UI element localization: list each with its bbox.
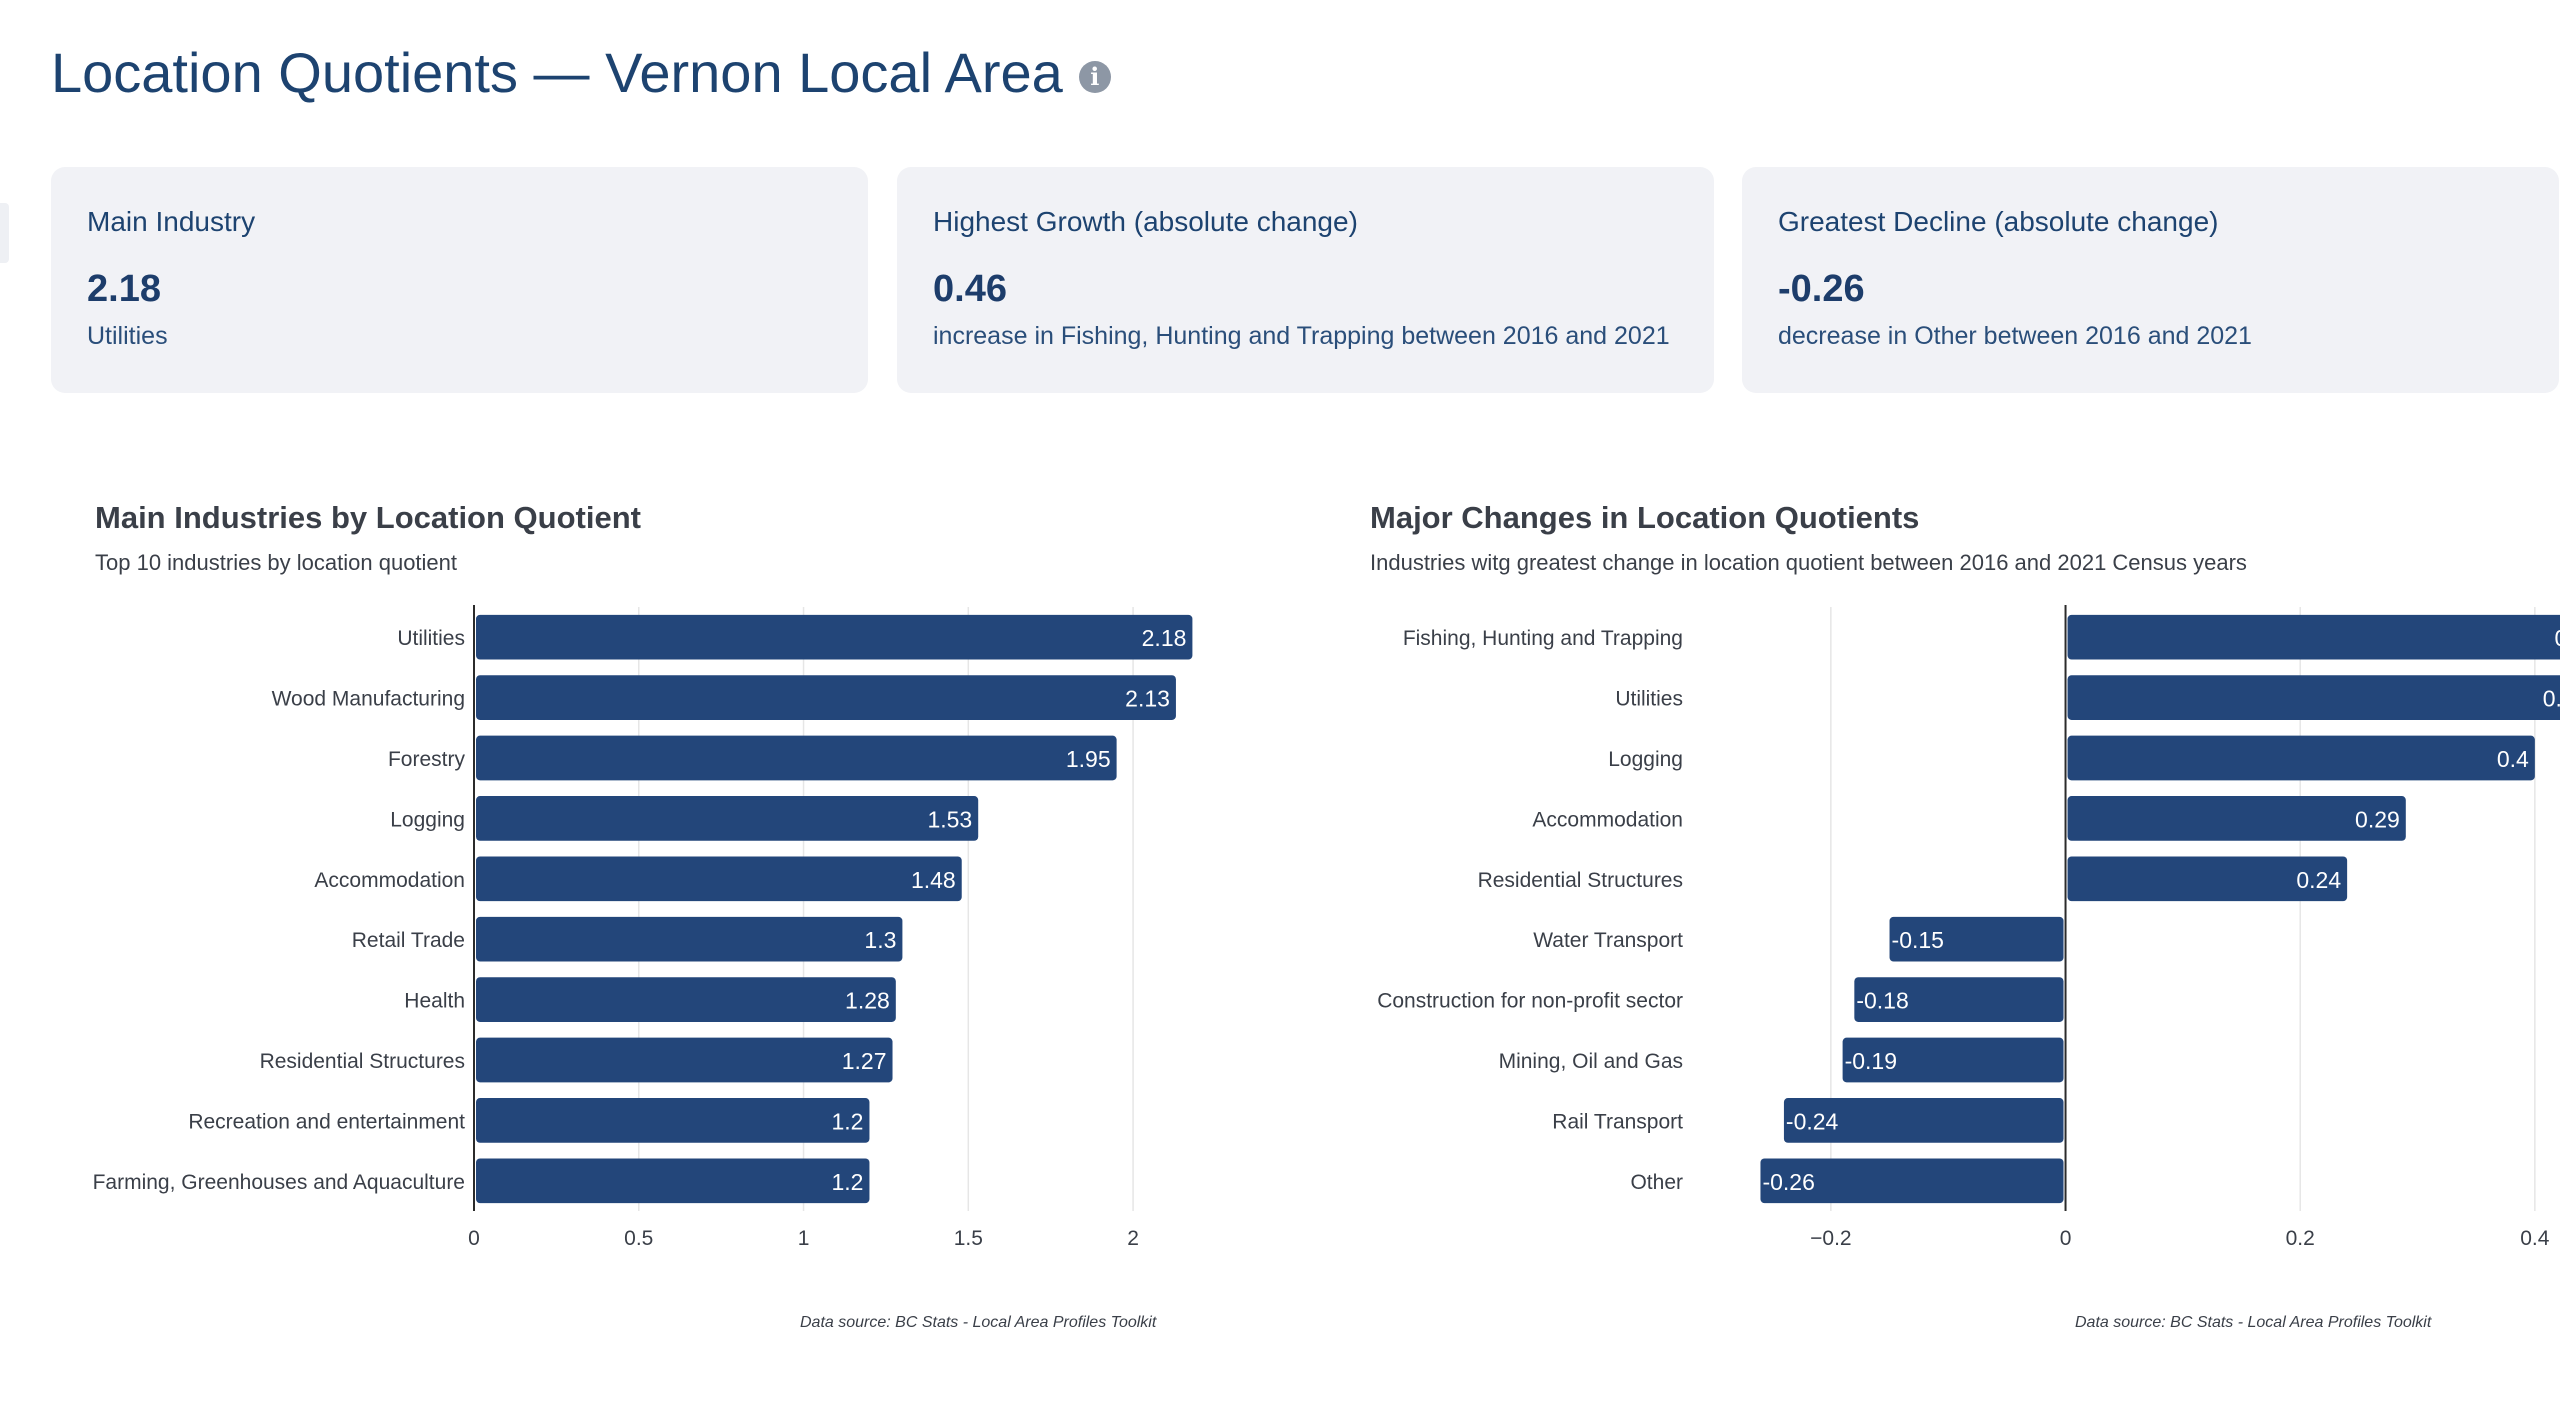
chart-subtitle: Industries witg greatest change in locat… <box>1370 550 2247 575</box>
data-label: 1.28 <box>845 988 890 1014</box>
bar <box>2067 614 2560 660</box>
data-label: 1.2 <box>831 1108 863 1134</box>
data-label: 2.13 <box>1125 686 1170 712</box>
bar <box>2067 796 2406 841</box>
data-label: -0.15 <box>1892 927 1944 953</box>
card-desc: Utilities <box>87 321 168 350</box>
card-main-industry: Main Industry 2.18 Utilities <box>51 167 868 393</box>
x-tick-label: −0.2 <box>1810 1227 1851 1250</box>
bar <box>476 1158 870 1204</box>
card-desc: increase in Fishing, Hunting and Trappin… <box>933 321 1670 350</box>
category-label: Utilities <box>397 627 465 650</box>
data-label: -0.26 <box>1762 1169 1814 1195</box>
category-label: Accommodation <box>1532 808 1683 831</box>
card-label: Main Industry <box>87 205 256 237</box>
x-tick-label: 0 <box>2060 1227 2072 1250</box>
category-label: Farming, Greenhouses and Aquaculture <box>93 1171 465 1194</box>
category-label: Other <box>1630 1171 1683 1194</box>
data-label: 1.27 <box>842 1048 887 1074</box>
data-source-note: Data source: BC Stats - Local Area Profi… <box>800 1314 1157 1331</box>
data-label: -0.24 <box>1786 1108 1839 1134</box>
bar <box>476 1037 893 1083</box>
data-label: 1.48 <box>911 867 956 893</box>
data-label: 0.29 <box>2355 806 2400 832</box>
bar <box>476 977 896 1022</box>
data-label: 0.46 <box>2555 625 2560 651</box>
chart-major-changes: −0.2 0 0.2 0.4 Fishing, Hunting and Trapping… <box>1377 605 2560 1250</box>
bar <box>1889 916 2064 962</box>
data-source-note: Data source: BC Stats - Local Area Profi… <box>2075 1314 2432 1331</box>
card-label: Greatest Decline (absolute change) <box>1778 205 2219 237</box>
page-title-text: Location Quotients — Vernon Local Area <box>51 41 1063 104</box>
x-tick-label: 1 <box>798 1227 810 1250</box>
data-label: 1.3 <box>864 927 896 953</box>
data-label: 1.2 <box>831 1169 863 1195</box>
x-tick-label: 2 <box>1127 1227 1139 1250</box>
bar <box>476 675 1176 720</box>
bar <box>1783 1098 2064 1143</box>
card-value: 0.46 <box>933 267 1007 310</box>
sidebar-toggle-tab[interactable] <box>0 203 9 263</box>
card-desc: decrease in Other between 2016 and 2021 <box>1778 321 2252 350</box>
bar <box>1854 977 2064 1022</box>
data-label: 1.95 <box>1066 746 1111 772</box>
category-label: Forestry <box>388 748 466 771</box>
bar <box>476 735 1117 781</box>
bar <box>476 856 962 902</box>
category-label: Mining, Oil and Gas <box>1499 1050 1683 1073</box>
bar <box>2067 675 2560 720</box>
category-label: Wood Manufacturing <box>272 688 465 711</box>
bar <box>476 1098 870 1143</box>
x-tick-label: 0 <box>468 1227 480 1250</box>
x-tick-label: 0.5 <box>624 1227 653 1250</box>
data-label: 2.18 <box>1142 625 1187 651</box>
chart-title: Main Industries by Location Quotient <box>95 500 641 535</box>
category-label: Retail Trade <box>352 929 465 952</box>
category-label: Accommodation <box>314 869 465 892</box>
category-label: Construction for non-profit sector <box>1377 990 1683 1013</box>
category-label: Residential Structures <box>260 1050 465 1073</box>
x-tick-label: 0.2 <box>2286 1227 2315 1250</box>
bar <box>2067 856 2348 902</box>
data-label: 0.45 <box>2543 686 2560 712</box>
bar <box>476 614 1193 660</box>
category-label: Water Transport <box>1533 929 1683 952</box>
category-label: Logging <box>390 808 465 831</box>
category-label: Residential Structures <box>1478 869 1683 892</box>
data-label: 0.4 <box>2497 746 2529 772</box>
category-label: Utilities <box>1615 688 1683 711</box>
bar <box>2067 735 2535 781</box>
card-label: Highest Growth (absolute change) <box>933 205 1358 237</box>
chart-main-industries: 0 0.5 1 1.5 2 Utilities 2.18 Wood Manufacturing… <box>93 605 1193 1250</box>
chart-major-changes-header: Major Changes in Location Quotients Indu… <box>1370 500 2247 576</box>
category-label: Recreation and entertainment <box>188 1110 465 1133</box>
chart-subtitle: Top 10 industries by location quotient <box>95 550 458 575</box>
x-tick-label: 1.5 <box>954 1227 983 1250</box>
bar <box>1842 1037 2064 1083</box>
data-label: -0.18 <box>1856 988 1908 1014</box>
data-label: 1.53 <box>927 806 972 832</box>
card-highest-growth: Highest Growth (absolute change) 0.46 in… <box>897 167 1714 393</box>
chart-title: Major Changes in Location Quotients <box>1370 500 1920 535</box>
bar <box>1760 1158 2064 1204</box>
data-label: -0.19 <box>1845 1048 1897 1074</box>
card-value: 2.18 <box>87 267 161 310</box>
card-greatest-decline: Greatest Decline (absolute change) -0.26… <box>1742 167 2559 393</box>
bar <box>476 916 903 962</box>
bar <box>476 796 979 841</box>
info-icon[interactable]: i <box>1078 60 1111 93</box>
category-label: Rail Transport <box>1552 1110 1683 1133</box>
x-tick-label: 0.4 <box>2520 1227 2550 1250</box>
data-label: 0.24 <box>2296 867 2341 893</box>
page-title: Location Quotients — Vernon Local Area i <box>51 40 1111 105</box>
category-label: Health <box>404 990 465 1013</box>
chart-main-industries-header: Main Industries by Location Quotient Top… <box>95 500 641 576</box>
card-value: -0.26 <box>1778 267 1865 310</box>
category-label: Fishing, Hunting and Trapping <box>1403 627 1683 650</box>
category-label: Logging <box>1608 748 1683 771</box>
